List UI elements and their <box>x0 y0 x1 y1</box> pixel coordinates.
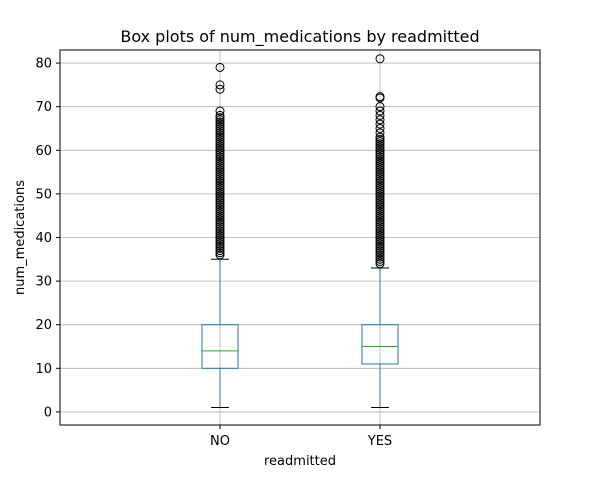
y-tick-label: 40 <box>35 231 52 246</box>
y-tick-label: 10 <box>35 362 52 377</box>
grid-lines <box>60 50 540 425</box>
y-tick-label: 20 <box>35 318 52 333</box>
y-tick-label: 30 <box>35 275 52 290</box>
axis-ticks: 0 10 20 30 40 50 60 70 80 NO YES <box>35 57 392 449</box>
boxes <box>202 55 398 408</box>
x-tick-label: YES <box>367 434 392 449</box>
y-tick-label: 60 <box>35 144 52 159</box>
y-tick-label: 50 <box>35 187 52 202</box>
x-tick-label: NO <box>210 434 230 449</box>
y-tick-label: 0 <box>44 405 52 420</box>
y-tick-label: 80 <box>35 57 52 72</box>
chart-title: Box plots of num_medications by readmitt… <box>120 27 479 47</box>
y-axis-label: num_medications <box>13 180 28 295</box>
x-axis-label: readmitted <box>264 454 336 469</box>
y-tick-label: 70 <box>35 100 52 115</box>
